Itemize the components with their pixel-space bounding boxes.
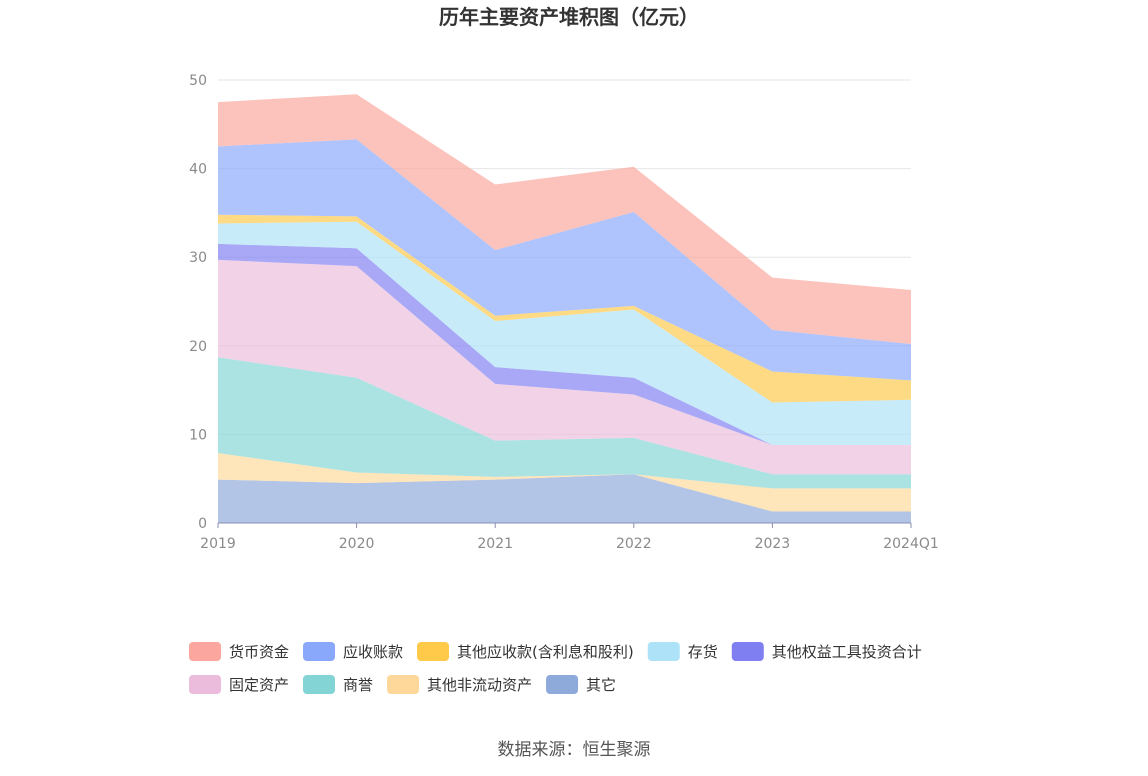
legend-label: 存货 — [688, 643, 718, 661]
legend-swatch — [731, 642, 764, 661]
legend-item: 其他应收款(含利息和股利) — [417, 642, 634, 661]
area-存货 — [218, 221, 911, 445]
legend-swatch — [303, 675, 336, 694]
x-tick-label: 2020 — [339, 536, 375, 552]
legend-swatch — [387, 675, 420, 694]
y-tick-label: 10 — [189, 427, 207, 443]
area-其他应收款(含利息和股利) — [218, 214, 911, 403]
legend-item: 其他非流动资产 — [387, 675, 532, 694]
area-其它 — [218, 474, 911, 523]
source-note: 数据来源：恒生聚源 — [498, 740, 651, 760]
legend-item: 固定资产 — [189, 675, 289, 694]
legend-swatch — [303, 642, 336, 661]
area-series — [218, 94, 911, 523]
area-商誉 — [218, 357, 911, 489]
legend-item: 商誉 — [303, 675, 373, 694]
legend-item: 其他权益工具投资合计 — [731, 642, 922, 661]
legend-swatch — [189, 675, 221, 694]
legend-label: 其他应收款(含利息和股利) — [457, 643, 634, 661]
legend-swatch — [189, 642, 221, 661]
x-tick-label: 2019 — [200, 536, 236, 552]
x-tick-label: 2022 — [616, 536, 652, 552]
legend-label: 其他权益工具投资合计 — [772, 643, 922, 661]
legend-label: 货币资金 — [229, 643, 289, 661]
x-tick-label: 2021 — [477, 536, 513, 552]
y-tick-label: 30 — [189, 250, 207, 266]
area-货币资金 — [218, 94, 911, 344]
y-tick-label: 50 — [189, 73, 207, 89]
legend-item: 货币资金 — [189, 642, 289, 661]
legend-label: 商誉 — [343, 676, 373, 694]
x-tick-label: 2023 — [755, 536, 791, 552]
area-应收账款 — [218, 139, 911, 381]
axes: 0 10 20 30 40 50 2019 2020 2021 2022 2023 2024Q1 — [189, 73, 939, 552]
legend-swatch — [417, 642, 450, 661]
area-固定资产 — [218, 259, 911, 475]
area-其他非流动资产 — [218, 453, 911, 512]
legend-item: 其它 — [546, 675, 616, 694]
y-tick-label: 20 — [189, 339, 207, 355]
area-其他权益工具投资合计 — [218, 243, 911, 445]
x-tick-label: 2024Q1 — [883, 536, 939, 552]
chart-title: 历年主要资产堆积图（亿元） — [439, 5, 699, 29]
legend-label: 固定资产 — [229, 676, 289, 694]
y-tick-label: 40 — [189, 162, 207, 178]
legend-item: 存货 — [647, 642, 718, 661]
legend-label: 其他非流动资产 — [427, 676, 532, 694]
legend-label: 其它 — [586, 676, 616, 694]
legend-item: 应收账款 — [303, 642, 403, 661]
y-tick-label: 0 — [198, 516, 207, 532]
legend-label: 应收账款 — [343, 643, 403, 661]
legend-swatch — [647, 642, 680, 661]
legend-swatch — [546, 675, 579, 694]
